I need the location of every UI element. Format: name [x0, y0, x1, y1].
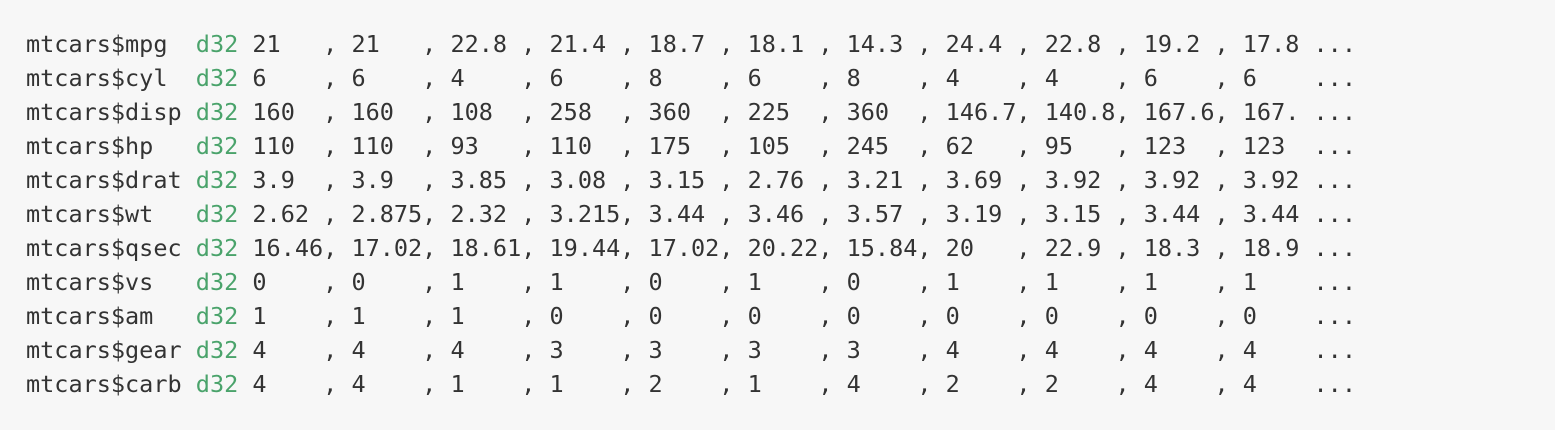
variable-name: mtcars$wt: [26, 200, 182, 228]
type-badge: d32: [195, 64, 239, 92]
console-row-drat: mtcars$drat d32 3.9 , 3.9 , 3.85 , 3.08 …: [26, 163, 1356, 197]
values-text: 0 , 0 , 1 , 1 , 0 , 1 , 0 , 1 , 1 , 1 , …: [252, 268, 1356, 296]
variable-name: mtcars$hp: [26, 132, 182, 160]
type-badge: d32: [195, 200, 239, 228]
variable-name: mtcars$drat: [26, 166, 182, 194]
variable-name: mtcars$qsec: [26, 234, 182, 262]
values-text: 3.9 , 3.9 , 3.85 , 3.08 , 3.15 , 2.76 , …: [252, 166, 1356, 194]
type-badge: d32: [195, 234, 239, 262]
console-row-am: mtcars$am d32 1 , 1 , 1 , 0 , 0 , 0 , 0 …: [26, 299, 1356, 333]
console-row-wt: mtcars$wt d32 2.62 , 2.875, 2.32 , 3.215…: [26, 197, 1356, 231]
values-text: 2.62 , 2.875, 2.32 , 3.215, 3.44 , 3.46 …: [252, 200, 1356, 228]
variable-name: mtcars$gear: [26, 336, 182, 364]
console-row-hp: mtcars$hp d32 110 , 110 , 93 , 110 , 175…: [26, 129, 1356, 163]
variable-name: mtcars$cyl: [26, 64, 182, 92]
console-row-cyl: mtcars$cyl d32 6 , 6 , 4 , 6 , 8 , 6 , 8…: [26, 61, 1356, 95]
type-badge: d32: [195, 370, 239, 398]
variable-name: mtcars$disp: [26, 98, 182, 126]
console-row-qsec: mtcars$qsec d32 16.46, 17.02, 18.61, 19.…: [26, 231, 1356, 265]
console-row-gear: mtcars$gear d32 4 , 4 , 4 , 3 , 3 , 3 , …: [26, 333, 1356, 367]
type-badge: d32: [195, 132, 239, 160]
console-row-carb: mtcars$carb d32 4 , 4 , 1 , 1 , 2 , 1 , …: [26, 367, 1356, 401]
values-text: 16.46, 17.02, 18.61, 19.44, 17.02, 20.22…: [252, 234, 1356, 262]
type-badge: d32: [195, 336, 239, 364]
values-text: 21 , 21 , 22.8 , 21.4 , 18.7 , 18.1 , 14…: [252, 30, 1356, 58]
values-text: 110 , 110 , 93 , 110 , 175 , 105 , 245 ,…: [252, 132, 1356, 160]
console-row-disp: mtcars$disp d32 160 , 160 , 108 , 258 , …: [26, 95, 1356, 129]
console-row-mpg: mtcars$mpg d32 21 , 21 , 22.8 , 21.4 , 1…: [26, 27, 1356, 61]
values-text: 4 , 4 , 1 , 1 , 2 , 1 , 4 , 2 , 2 , 4 , …: [252, 370, 1356, 398]
console-row-vs: mtcars$vs d32 0 , 0 , 1 , 1 , 0 , 1 , 0 …: [26, 265, 1356, 299]
type-badge: d32: [195, 98, 239, 126]
variable-name: mtcars$carb: [26, 370, 182, 398]
variable-name: mtcars$mpg: [26, 30, 182, 58]
type-badge: d32: [195, 30, 239, 58]
type-badge: d32: [195, 268, 239, 296]
variable-name: mtcars$vs: [26, 268, 182, 296]
type-badge: d32: [195, 166, 239, 194]
values-text: 4 , 4 , 4 , 3 , 3 , 3 , 3 , 4 , 4 , 4 , …: [252, 336, 1356, 364]
variable-name: mtcars$am: [26, 302, 182, 330]
values-text: 6 , 6 , 4 , 6 , 8 , 6 , 8 , 4 , 4 , 6 , …: [252, 64, 1356, 92]
values-text: 1 , 1 , 1 , 0 , 0 , 0 , 0 , 0 , 0 , 0 , …: [252, 302, 1356, 330]
type-badge: d32: [195, 302, 239, 330]
values-text: 160 , 160 , 108 , 258 , 360 , 225 , 360 …: [252, 98, 1356, 126]
